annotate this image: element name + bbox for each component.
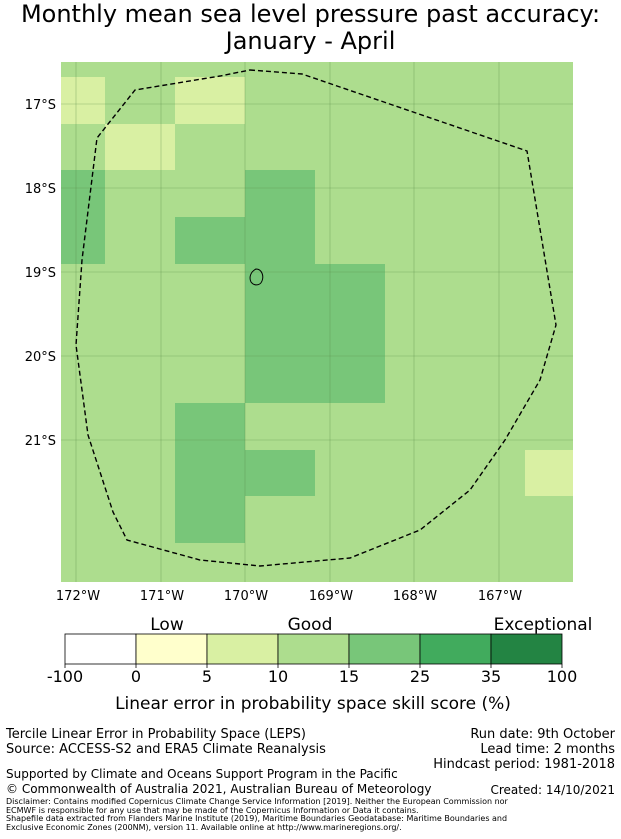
colorbar-tick-labels: -100 0 5 10 15 25 35 100 <box>47 667 577 686</box>
eez-boundary <box>75 69 557 567</box>
lat-tick-label: 19°S <box>25 266 56 281</box>
cell-low <box>175 77 245 124</box>
colorbar-segment <box>135 633 208 665</box>
cell-good-plus <box>175 403 245 543</box>
legend-category-good: Good <box>288 615 333 635</box>
colorbar-tick-label: 5 <box>202 667 212 686</box>
source-text: Source: ACCESS-S2 and ERA5 Climate Reana… <box>6 742 326 757</box>
legend-category-low: Low <box>150 615 184 635</box>
lat-tick-label: 17°S <box>25 98 56 113</box>
colorbar-tick-label: -100 <box>47 667 83 686</box>
lon-axis: 172°W 171°W 170°W 169°W 168°W 167°W <box>56 589 522 604</box>
cell-low <box>525 450 573 496</box>
colorbar-tick-label: 0 <box>131 667 141 686</box>
colorbar-segment <box>490 633 563 665</box>
colorbar-tick-label: 35 <box>481 667 501 686</box>
colorbar-segment <box>277 633 350 665</box>
colorbar <box>64 633 563 665</box>
chart-title-line1: Monthly mean sea level pressure past acc… <box>20 0 601 28</box>
cell-good-plus <box>245 264 385 403</box>
lon-tick-label: 171°W <box>140 589 184 604</box>
created-date: Created: 14/10/2021 <box>490 783 615 797</box>
chart-title-line2: January - April <box>225 27 396 55</box>
cell-low <box>61 77 105 124</box>
lat-tick-label: 20°S <box>25 350 56 365</box>
colorbar-tick-label: 10 <box>268 667 288 686</box>
cell-very-good <box>61 170 105 264</box>
legend-categories: Low Good Exceptional <box>150 615 592 635</box>
hindcast-period: Hindcast period: 1981-2018 <box>433 757 615 772</box>
cell-good-plus <box>245 170 315 264</box>
lon-tick-label: 169°W <box>309 589 353 604</box>
shapefile-line1: Shapefile data extracted from Flanders M… <box>6 814 508 823</box>
colorbar-segment <box>348 633 421 665</box>
lon-tick-label: 172°W <box>56 589 100 604</box>
lat-tick-label: 21°S <box>25 434 56 449</box>
colorbar-tick-label: 15 <box>339 667 359 686</box>
cell-low <box>105 124 175 170</box>
colorbar-ticks <box>64 664 563 668</box>
lon-tick-label: 170°W <box>224 589 268 604</box>
colorbar-tick-label: 25 <box>410 667 430 686</box>
cell-good-plus <box>175 217 245 264</box>
lat-axis: 17°S 18°S 19°S 20°S 21°S <box>25 98 56 449</box>
disclaimer-line2: ECMWF is responsible for any use that ma… <box>6 806 419 815</box>
skill-grid <box>61 62 573 582</box>
colorbar-segment <box>206 633 279 665</box>
legend-category-exceptional: Exceptional <box>494 615 593 635</box>
run-date: Run date: 9th October <box>470 727 615 742</box>
niue-island <box>249 268 264 286</box>
copyright-text: © Commonwealth of Australia 2021, Austra… <box>6 782 432 796</box>
lead-time: Lead time: 2 months <box>480 742 615 757</box>
colorbar-axis-title: Linear error in probability space skill … <box>115 694 511 714</box>
colorbar-segment <box>64 633 137 665</box>
support-text: Supported by Climate and Oceans Support … <box>6 767 398 781</box>
lon-tick-label: 167°W <box>478 589 522 604</box>
shapefile-line2: Exclusive Economic Zones (200NM), versio… <box>6 823 402 832</box>
colorbar-segment <box>419 633 492 665</box>
cell-good-plus <box>245 450 315 496</box>
lat-tick-label: 18°S <box>25 182 56 197</box>
map-gridlines <box>61 62 573 582</box>
method-text: Tercile Linear Error in Probability Spac… <box>6 727 306 742</box>
colorbar-tick-label: 100 <box>547 667 578 686</box>
lon-tick-label: 168°W <box>393 589 437 604</box>
disclaimer-line1: Disclaimer: Contains modified Copernicus… <box>6 797 508 806</box>
